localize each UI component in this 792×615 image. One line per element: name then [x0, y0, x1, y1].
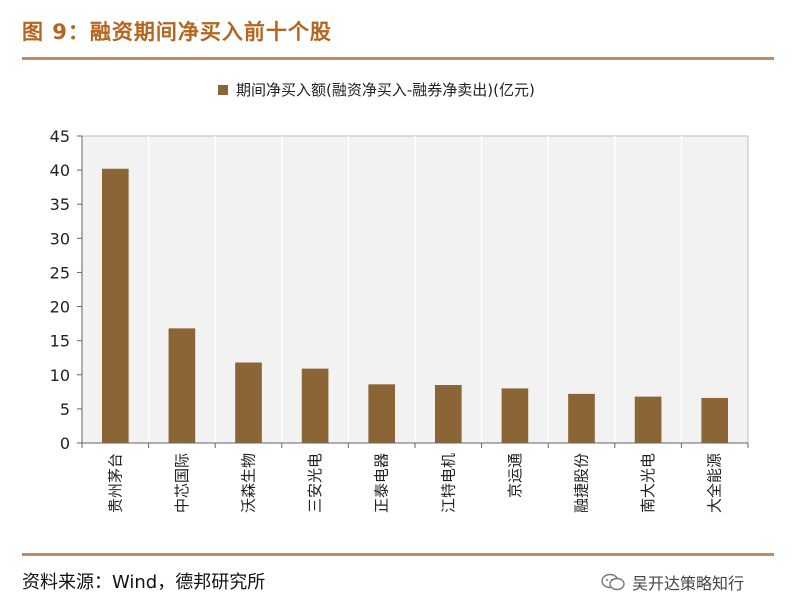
x-tick-label: 南大光电: [639, 453, 657, 513]
y-axis: 0 5 10 15 20 25 30 35 40 45: [50, 127, 83, 453]
y-tick-label: 10: [50, 366, 70, 385]
bar: [101, 168, 129, 443]
watermark-text: 吴开达策略知行: [632, 574, 745, 593]
chart-legend: 期间净买入额(融资净买入-融券净卖出)(亿元): [218, 81, 535, 99]
bar: [568, 393, 595, 443]
x-tick-label: 中芯国际: [173, 453, 191, 513]
x-tick-label: 大全能源: [706, 453, 724, 513]
x-axis: 贵州茅台 中芯国际 沃森生物 三安光电 正泰电器 江特电机 京运通 融捷股份 南大光电 大全能源: [81, 442, 749, 513]
legend-label: 期间净买入额(融资净买入-融券净卖出)(亿元): [236, 81, 535, 99]
y-tick-label: 45: [50, 127, 70, 146]
y-tick-label: 0: [60, 434, 70, 453]
y-tick-label: 15: [50, 332, 70, 351]
bar: [168, 328, 196, 443]
source-note: 资料来源：Wind，德邦研究所: [22, 572, 266, 593]
y-tick-label: 5: [60, 400, 70, 419]
figure-title: 图 9：融资期间净买入前十个股: [22, 20, 332, 44]
legend-swatch: [218, 85, 228, 95]
bar: [701, 397, 729, 443]
bar: [235, 362, 262, 443]
x-tick-label: 融捷股份: [573, 453, 591, 513]
x-tick-label: 江特电机: [439, 453, 457, 513]
bar-series: [101, 168, 729, 443]
wechat-icon: [601, 573, 625, 591]
bar: [634, 396, 662, 443]
x-tick-label: 京运通: [506, 453, 524, 498]
bar-chart: 期间净买入额(融资净买入-融券净卖出)(亿元) 0 5 10 15 20 25 30 35 40…: [50, 81, 749, 513]
x-tick-label: 三安光电: [306, 453, 324, 513]
y-tick-label: 35: [50, 195, 70, 214]
bar: [301, 368, 329, 443]
bar: [434, 385, 462, 443]
y-tick-label: 20: [50, 298, 70, 317]
footer-rule: [22, 553, 774, 556]
title-rule: [22, 57, 774, 60]
bar: [368, 384, 396, 443]
x-tick-label: 贵州茅台: [106, 453, 124, 513]
y-tick-label: 40: [50, 161, 70, 180]
bar: [501, 388, 529, 443]
x-tick-label: 正泰电器: [373, 453, 391, 513]
y-tick-label: 30: [50, 229, 70, 248]
y-tick-label: 25: [50, 263, 70, 282]
x-tick-label: 沃森生物: [240, 453, 258, 513]
wechat-watermark: 吴开达策略知行: [600, 570, 744, 594]
